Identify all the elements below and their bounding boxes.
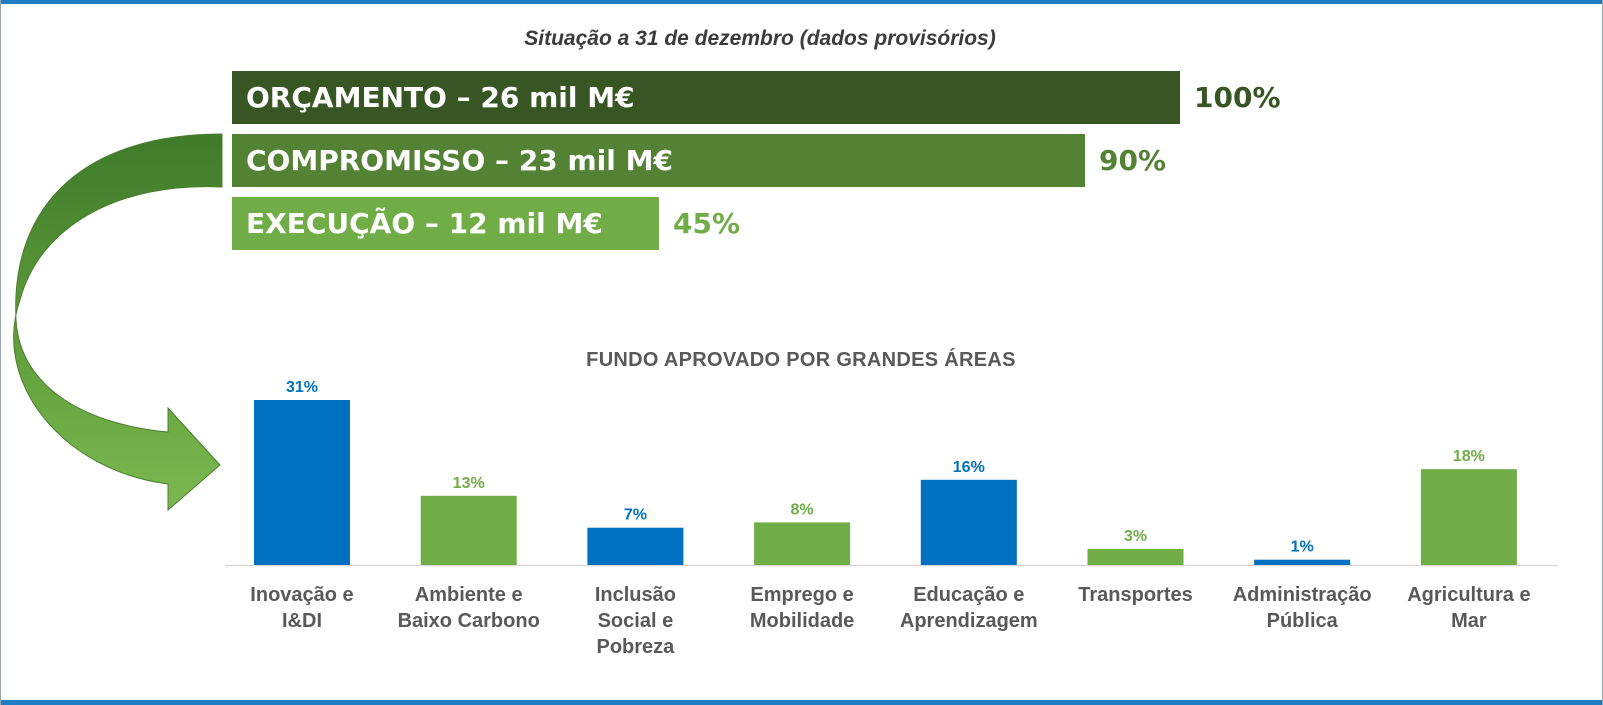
category-label-line: I&DI <box>282 610 322 632</box>
category-label-0: Inovação e I&DI <box>250 584 353 632</box>
value-label-3: 8% <box>791 501 814 518</box>
value-label-7: 18% <box>1453 448 1485 465</box>
subtitle: Situação a 31 de dezembro (dados provisó… <box>524 27 996 50</box>
orcamento-bar: ORÇAMENTO – 26 mil M€ <box>232 71 1180 124</box>
compromisso-bar: COMPROMISSO – 23 mil M€ <box>232 134 1085 187</box>
top-border <box>0 0 1603 4</box>
category-label-line: Transportes <box>1078 584 1192 606</box>
bar-4 <box>920 479 1017 565</box>
category-label-line: Ambiente e <box>415 584 523 606</box>
category-label-line: Administração <box>1233 584 1372 606</box>
value-label-4: 16% <box>953 459 985 476</box>
bar-6 <box>1254 559 1351 565</box>
category-label-line: Baixo Carbono <box>398 610 540 632</box>
category-label-6: Administração Pública <box>1233 584 1372 632</box>
execucao-percent: 45% <box>673 207 741 240</box>
bar-3 <box>754 522 851 565</box>
category-label-line: Emprego e <box>750 584 853 606</box>
category-label-line: Pública <box>1267 610 1339 632</box>
category-label-line: Agricultura e <box>1407 584 1530 606</box>
category-label-1: Ambiente e Baixo Carbono <box>398 584 540 632</box>
category-label-4: Educação e Aprendizagem <box>900 584 1038 632</box>
value-label-0: 31% <box>286 379 318 396</box>
bar-5 <box>1087 549 1184 565</box>
bottom-border <box>0 700 1603 705</box>
execucao-bar: EXECUÇÃO – 12 mil M€ <box>232 197 659 250</box>
category-label-3: Emprego e Mobilidade <box>750 584 854 632</box>
bar-7 <box>1420 469 1517 565</box>
category-label-line: Mar <box>1451 610 1487 632</box>
category-label-line: Pobreza <box>596 636 675 658</box>
category-label-7: Agricultura e Mar <box>1407 584 1530 632</box>
compromisso-percent: 90% <box>1099 144 1167 177</box>
category-label-line: Educação e <box>913 584 1024 606</box>
orcamento-percent: 100% <box>1194 81 1281 114</box>
category-label-line: Inclusão <box>595 584 676 606</box>
value-label-6: 1% <box>1291 539 1314 556</box>
curved-arrow-icon <box>13 133 223 512</box>
value-label-5: 3% <box>1124 528 1147 545</box>
bar-2 <box>587 527 684 565</box>
category-label-5: Transportes <box>1078 584 1192 606</box>
category-label-line: Mobilidade <box>750 610 854 632</box>
category-label-line: Social e <box>598 610 674 632</box>
value-label-2: 7% <box>624 507 647 524</box>
chart-title: FUNDO APROVADO POR GRANDES ÁREAS <box>586 349 1016 371</box>
value-label-1: 13% <box>453 475 485 492</box>
bar-1 <box>420 495 517 565</box>
bar-0 <box>254 400 350 565</box>
left-border <box>0 0 1 705</box>
category-label-line: Aprendizagem <box>900 610 1038 632</box>
category-label-line: Inovação e <box>250 584 353 606</box>
category-label-2: Inclusão Social e Pobreza <box>595 584 676 658</box>
